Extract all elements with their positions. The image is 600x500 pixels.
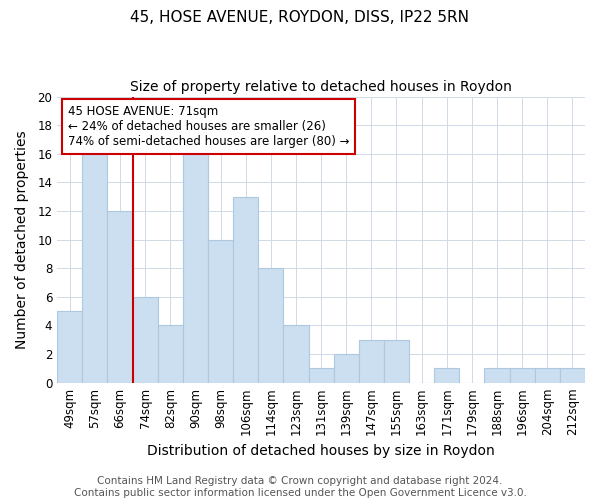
Bar bbox=[82, 140, 107, 382]
Bar bbox=[560, 368, 585, 382]
Bar bbox=[535, 368, 560, 382]
Bar bbox=[208, 240, 233, 382]
Bar bbox=[57, 311, 82, 382]
Bar bbox=[434, 368, 460, 382]
Bar bbox=[107, 211, 133, 382]
Bar bbox=[133, 297, 158, 382]
Bar bbox=[384, 340, 409, 382]
Text: 45 HOSE AVENUE: 71sqm
← 24% of detached houses are smaller (26)
74% of semi-deta: 45 HOSE AVENUE: 71sqm ← 24% of detached … bbox=[68, 105, 349, 148]
Y-axis label: Number of detached properties: Number of detached properties bbox=[15, 130, 29, 349]
Bar bbox=[158, 326, 183, 382]
Bar bbox=[258, 268, 283, 382]
Bar bbox=[183, 140, 208, 382]
Title: Size of property relative to detached houses in Roydon: Size of property relative to detached ho… bbox=[130, 80, 512, 94]
Bar bbox=[308, 368, 334, 382]
Bar bbox=[509, 368, 535, 382]
Bar bbox=[283, 326, 308, 382]
Text: Contains HM Land Registry data © Crown copyright and database right 2024.
Contai: Contains HM Land Registry data © Crown c… bbox=[74, 476, 526, 498]
Bar bbox=[359, 340, 384, 382]
Bar bbox=[233, 196, 258, 382]
Bar bbox=[484, 368, 509, 382]
Bar bbox=[334, 354, 359, 382]
X-axis label: Distribution of detached houses by size in Roydon: Distribution of detached houses by size … bbox=[147, 444, 495, 458]
Text: 45, HOSE AVENUE, ROYDON, DISS, IP22 5RN: 45, HOSE AVENUE, ROYDON, DISS, IP22 5RN bbox=[131, 10, 470, 25]
